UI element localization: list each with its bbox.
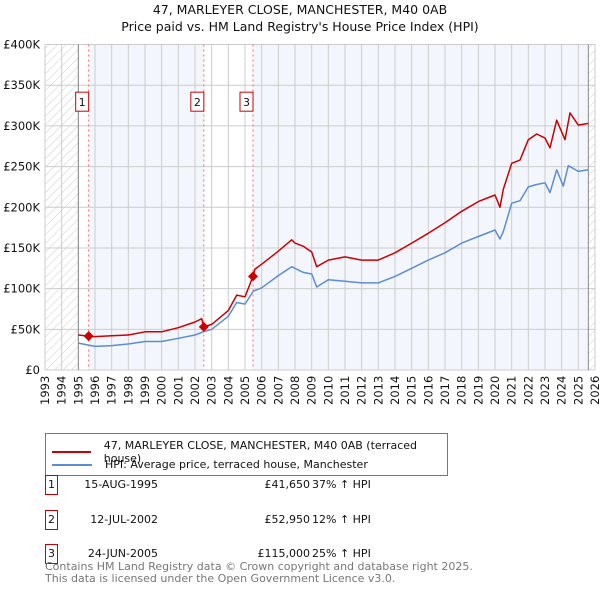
sale-point	[83, 331, 94, 342]
y-tick-label: £200K	[3, 200, 40, 214]
legend-item-hpi: HPI: Average price, terraced house, Manc…	[52, 458, 368, 471]
x-tick-label: 2011	[338, 376, 352, 405]
legend: 47, MARLEYER CLOSE, MANCHESTER, M40 0AB …	[45, 433, 448, 476]
x-tick-label: 2015	[405, 376, 419, 405]
sale-date: 12-JUL-2002	[90, 513, 158, 526]
x-tick-label: 2020	[488, 376, 502, 405]
x-tick-label: 2012	[355, 376, 369, 405]
x-tick-label: 1993	[38, 376, 52, 405]
sale-hpi-diff: 12% ↑ HPI	[312, 513, 371, 526]
y-tick-label: £350K	[3, 78, 40, 92]
price-chart: 1993 1994 1995 1996 1997 1998 1999 2000 2001 2002…	[3, 38, 600, 406]
sale-date: 24-JUN-2005	[87, 547, 158, 560]
sale-label-number: 1	[79, 96, 86, 109]
sale-label-number: 3	[243, 96, 250, 109]
x-tick-label: 2019	[471, 376, 485, 405]
x-tick-label: 2025	[571, 376, 585, 405]
x-tick-label: 2014	[388, 376, 402, 405]
chart-title: 47, MARLEYER CLOSE, MANCHESTER, M40 0AB	[152, 2, 448, 17]
hpi-line	[78, 164, 589, 348]
x-tick-label: 2024	[555, 376, 569, 405]
sale-price: £115,000	[257, 547, 311, 560]
x-tick-label: 2023	[538, 376, 552, 405]
x-tick-label: 2022	[521, 376, 535, 405]
x-tick-label: 2007	[271, 376, 285, 405]
x-tick-label: 1999	[138, 376, 152, 405]
sale-label-box	[239, 91, 254, 112]
x-tick-label: 2016	[421, 376, 435, 405]
sale-point	[248, 271, 258, 282]
y-tick-label: £300K	[3, 119, 40, 133]
legend-label-hpi: HPI: Average price, terraced house, Manc…	[105, 458, 368, 471]
legend-item-property: 47, MARLEYER CLOSE, MANCHESTER, M40 0AB …	[52, 439, 447, 465]
x-tick-label: 1996	[88, 376, 102, 405]
sale-hpi-diff: 37% ↑ HPI	[312, 478, 371, 491]
sale-badge: 2	[45, 510, 58, 530]
x-tick-label: 1995	[71, 376, 85, 405]
x-tick-label: 2010	[321, 376, 335, 405]
x-tick-label: 2001	[171, 376, 185, 405]
x-tick-label: 2000	[155, 376, 169, 405]
x-tick-label: 2018	[455, 376, 469, 405]
sale-badge: 3	[45, 544, 58, 564]
y-tick-label: £400K	[3, 38, 40, 52]
x-tick-label: 2017	[438, 376, 452, 405]
y-tick-label: £250K	[3, 160, 40, 174]
x-tick-label: 1994	[55, 376, 69, 405]
chart-subtitle: Price paid vs. HM Land Registry's House …	[121, 19, 479, 34]
x-tick-label: 2005	[238, 376, 252, 405]
x-tick-label: 1997	[105, 376, 119, 405]
sale-hpi-diff: 25% ↑ HPI	[312, 547, 371, 560]
x-tick-label: 2008	[288, 376, 302, 405]
y-tick-label: £0	[25, 363, 40, 377]
legend-label-property: 47, MARLEYER CLOSE, MANCHESTER, M40 0AB …	[103, 439, 418, 465]
sale-price: £52,950	[264, 513, 311, 526]
sale-badge: 1	[45, 475, 58, 495]
sale-point	[198, 321, 209, 332]
footer-line-1: Contains HM Land Registry data © Crown c…	[45, 560, 473, 573]
x-tick-label: 2002	[188, 376, 202, 405]
attribution-footer: Contains HM Land Registry data © Crown c…	[45, 561, 473, 584]
x-tick-label: 2026	[588, 376, 600, 405]
sale-label-box	[75, 91, 90, 112]
x-tick-label: 2013	[371, 376, 385, 405]
legend-swatch-blue	[52, 463, 92, 466]
x-tick-label: 2021	[505, 376, 519, 405]
x-tick-label: 1998	[121, 376, 135, 405]
y-tick-label: £100K	[3, 282, 40, 296]
footer-line-2: This data is licensed under the Open Gov…	[45, 571, 396, 585]
x-tick-label: 2004	[221, 376, 235, 405]
sale-label-number: 2	[194, 96, 201, 109]
sale-date: 15-AUG-1995	[84, 478, 158, 491]
x-tick-label: 2009	[305, 376, 319, 405]
y-tick-label: £150K	[3, 241, 40, 255]
sale-label-box	[190, 91, 205, 112]
property-price-line	[78, 112, 589, 338]
x-tick-label: 2006	[255, 376, 269, 405]
x-tick-label: 2003	[205, 376, 219, 405]
y-tick-label: £50K	[11, 322, 41, 336]
legend-swatch-red	[52, 451, 91, 453]
sale-price: £41,650	[264, 478, 311, 491]
